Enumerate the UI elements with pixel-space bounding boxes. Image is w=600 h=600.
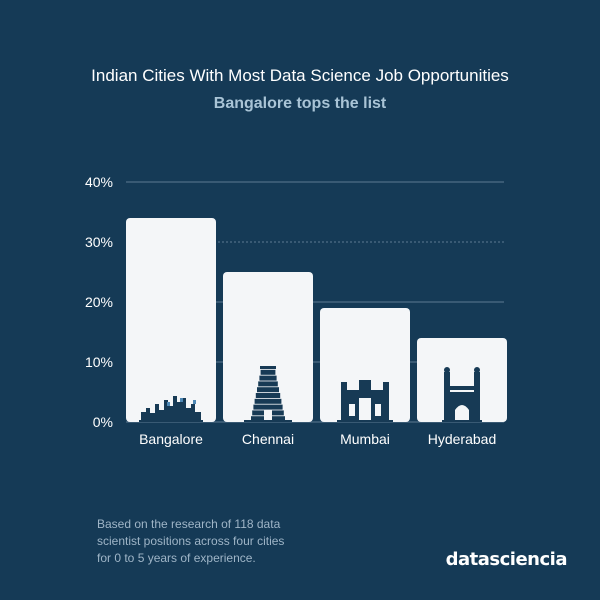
y-tick-label: 20% — [85, 294, 113, 310]
mumbai-gateway-icon — [337, 380, 393, 422]
x-tick-label: Mumbai — [340, 431, 390, 447]
bangalore-skyline-icon — [139, 396, 203, 422]
footnote-line: Based on the research of 118 data — [97, 517, 281, 531]
footnote-line: scientist positions across four cities — [97, 534, 285, 548]
footnote: Based on the research of 118 data scient… — [97, 516, 347, 567]
city-icons — [139, 366, 482, 422]
x-tick-label: Hyderabad — [428, 431, 497, 447]
y-tick-label: 30% — [85, 234, 113, 250]
chennai-temple-icon — [244, 366, 292, 422]
y-tick-label: 40% — [85, 174, 113, 190]
hyderabad-charminar-icon — [442, 367, 482, 422]
footnote-line: for 0 to 5 years of experience. — [97, 551, 256, 565]
y-tick-label: 0% — [93, 414, 113, 430]
bar — [223, 272, 313, 422]
chart-title: Indian Cities With Most Data Science Job… — [91, 66, 509, 85]
x-tick-label: Bangalore — [139, 431, 203, 447]
bar — [417, 338, 507, 422]
chart-subtitle: Bangalore tops the list — [213, 95, 387, 112]
y-axis-ticks: 0% 10% 20% 30% 40% — [85, 174, 113, 430]
y-tick-label: 10% — [85, 354, 113, 370]
brand-logo: datasciencia — [445, 549, 568, 570]
x-tick-label: Chennai — [242, 431, 294, 447]
x-axis-labels: Bangalore Chennai Mumbai Hyderabad — [139, 431, 496, 447]
bar — [126, 218, 216, 422]
